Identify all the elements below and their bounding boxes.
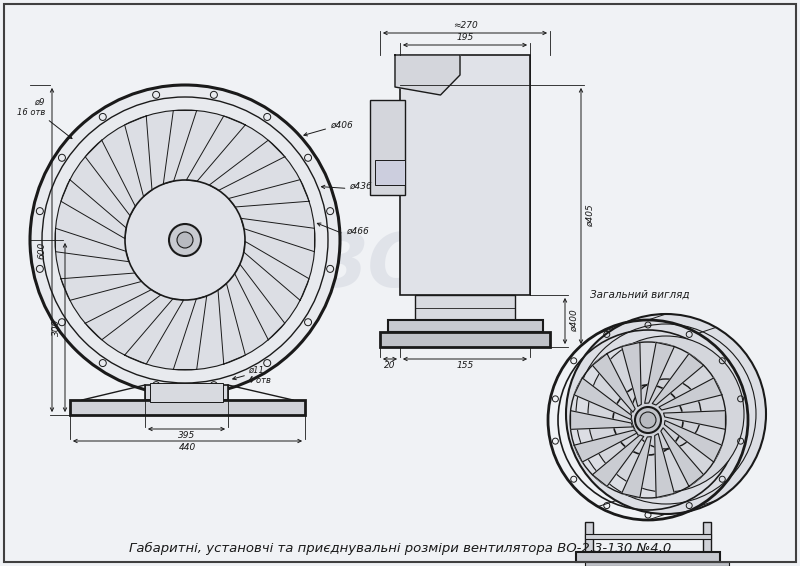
Polygon shape [85,290,161,340]
Circle shape [169,224,201,256]
Text: Загальний вигляд: Загальний вигляд [590,290,690,300]
Text: ≈270: ≈270 [453,22,478,31]
Bar [388,320,543,332]
Polygon shape [663,411,726,430]
Polygon shape [661,428,703,486]
Text: 600: 600 [38,241,46,259]
Polygon shape [593,435,644,486]
Circle shape [42,97,328,383]
Polygon shape [652,354,703,405]
Polygon shape [622,342,642,406]
Text: ø11
4 отв: ø11 4 отв [248,365,271,385]
Circle shape [635,407,661,433]
Bar [400,55,530,295]
Bar [703,522,711,552]
Bar [370,100,405,195]
Circle shape [631,379,701,449]
Polygon shape [241,218,314,252]
Text: Габаритні, установчі та приєднувальні розміри вентилятора ВО-2,3-130 №4,0: Габаритні, установчі та приєднувальні ро… [129,542,671,555]
Polygon shape [664,421,722,462]
Circle shape [55,110,315,370]
Bar [415,295,515,320]
Bar [380,332,550,347]
Bar [150,383,223,402]
Polygon shape [234,264,285,340]
Text: ГОРИЗОН: ГОРИЗОН [86,229,494,302]
Polygon shape [61,179,126,239]
Polygon shape [85,140,135,216]
Polygon shape [163,110,197,184]
Polygon shape [659,378,722,410]
Polygon shape [574,378,632,419]
Bar [585,522,593,552]
Polygon shape [125,299,184,364]
Bar [375,160,405,185]
Polygon shape [210,140,285,190]
Circle shape [576,324,756,504]
Polygon shape [244,241,309,301]
Text: 20: 20 [384,362,396,371]
Polygon shape [55,228,129,261]
Text: 195: 195 [456,33,474,42]
Text: 155: 155 [456,362,474,371]
Circle shape [588,336,744,492]
Text: 395: 395 [178,431,195,440]
Bar [70,400,305,415]
Bar [585,534,711,538]
Polygon shape [186,116,246,181]
Polygon shape [593,354,635,412]
Polygon shape [174,296,206,370]
Text: ø9
16 отв: ø9 16 отв [17,97,45,117]
Text: ø466: ø466 [346,227,369,236]
Text: ø405: ø405 [586,205,594,228]
Bar [576,552,720,562]
Polygon shape [654,434,674,498]
Bar [145,385,228,400]
Circle shape [640,412,656,428]
Bar [585,562,729,566]
Polygon shape [574,430,637,462]
Text: ø406: ø406 [330,121,353,129]
Polygon shape [61,273,142,301]
Polygon shape [570,411,633,430]
Circle shape [125,180,245,300]
Polygon shape [395,55,460,95]
Circle shape [566,314,766,514]
Polygon shape [645,342,674,404]
Text: ø436: ø436 [350,182,372,190]
Circle shape [177,232,193,248]
Polygon shape [622,437,651,498]
Polygon shape [125,116,152,196]
Text: ø400: ø400 [570,310,578,332]
Circle shape [30,85,340,395]
Polygon shape [228,179,309,207]
Polygon shape [218,284,246,364]
Text: 440: 440 [179,444,196,452]
Text: 300: 300 [51,319,61,336]
